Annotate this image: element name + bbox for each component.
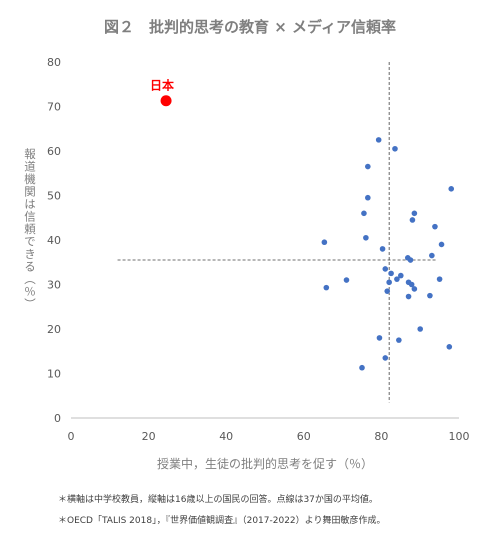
y-tick-label: 50: [47, 190, 61, 203]
plot-axes: 0 20 40 60 80 100 0 10 20 30 40 50 60 70 80: [47, 56, 470, 443]
data-point: [396, 337, 402, 343]
data-point: [388, 270, 394, 277]
data-point: [429, 252, 435, 259]
data-points: [321, 137, 455, 371]
y-tick-label: 10: [47, 368, 61, 381]
data-point: [407, 257, 414, 263]
data-point: [408, 281, 415, 288]
y-tick-label: 80: [47, 56, 61, 69]
data-point: [405, 293, 412, 300]
data-point: [382, 266, 389, 272]
footnotes: ＊横軸は中学校教員，縦軸は16歳以上の国民の回答。点線は37か国の平均値。 ＊O…: [58, 490, 385, 532]
x-tick-label: 60: [297, 430, 311, 443]
data-point: [398, 272, 404, 279]
data-point: [436, 276, 443, 282]
chart-title: 図２ 批判的思考の教育 × メディア信頼率: [104, 18, 396, 36]
y-tick-label: 0: [54, 412, 61, 425]
highlight-point-japan: [160, 95, 172, 107]
data-point: [375, 137, 382, 143]
data-point: [361, 210, 367, 217]
x-tick-label: 20: [142, 430, 156, 443]
data-point: [386, 279, 392, 286]
x-tick-label: 80: [374, 430, 388, 443]
data-point: [365, 163, 371, 170]
x-tick-label: 40: [219, 430, 233, 443]
data-point: [409, 217, 416, 223]
highlight-label-japan: 日本: [150, 78, 174, 93]
y-tick-label: 70: [47, 101, 61, 114]
data-point: [384, 288, 391, 294]
highlight-layer: 日本: [150, 78, 174, 107]
y-axis-label: 報道機関は信頼できる（％）: [23, 148, 37, 311]
data-point: [379, 246, 386, 252]
data-point: [343, 277, 350, 283]
data-point: [382, 355, 389, 361]
data-point: [321, 239, 328, 246]
data-point: [392, 145, 398, 152]
y-tick-label: 60: [47, 145, 61, 158]
data-point: [365, 194, 371, 201]
data-point: [432, 223, 438, 230]
footnote-2: ＊OECD「TALIS 2018」，『世界価値観調査』（2017-2022）より…: [58, 516, 386, 526]
data-point: [394, 276, 400, 282]
data-point: [417, 326, 424, 332]
data-point: [446, 344, 453, 350]
data-point: [448, 186, 455, 192]
data-point: [411, 210, 418, 217]
data-point: [376, 335, 383, 341]
y-tick-label: 20: [47, 323, 61, 336]
data-point: [359, 364, 365, 371]
y-tick-label: 30: [47, 279, 61, 292]
y-tick-label: 40: [47, 234, 61, 247]
data-point: [411, 286, 418, 292]
data-point: [438, 241, 445, 248]
data-point: [323, 284, 330, 291]
x-tick-label: 0: [68, 430, 75, 443]
x-tick-label: 100: [449, 430, 470, 443]
data-point: [427, 292, 433, 299]
data-point: [363, 234, 369, 241]
x-axis-label: 授業中，生徒の批判的思考を促す（％）: [156, 457, 373, 471]
reference-lines: [117, 62, 436, 403]
footnote-1: ＊横軸は中学校教員，縦軸は16歳以上の国民の回答。点線は37か国の平均値。: [58, 495, 378, 505]
